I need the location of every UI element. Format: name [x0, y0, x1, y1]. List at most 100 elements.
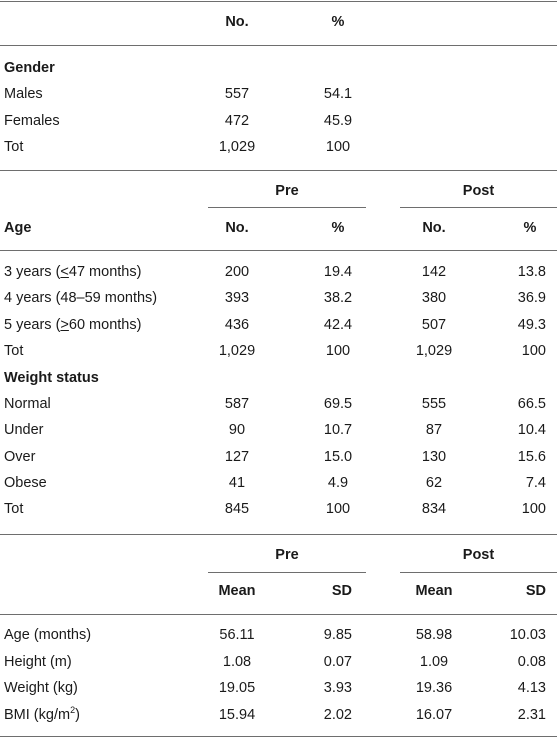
cell-pre-sd: 2.02 [323, 706, 352, 723]
cell-pre-mean: 19.05 [218, 680, 256, 696]
rule-header3-bottom [0, 614, 557, 615]
column-header-post-pct: % [523, 220, 537, 236]
cell-no: 1,029 [218, 139, 256, 155]
cell-pre-no: 90 [228, 422, 246, 439]
row-label: 5 years (>60 months) [4, 316, 142, 333]
row-label: Under [4, 422, 44, 439]
cell-pre-no: 845 [224, 501, 250, 518]
cell-pre-pct: 69.5 [323, 396, 353, 412]
cell-post-pct: 100 [521, 501, 546, 518]
row-label: Obese [4, 474, 47, 491]
group-header-post: Post [462, 183, 495, 199]
rule-header2-bottom [0, 250, 557, 251]
column-header-pct: % [331, 14, 345, 30]
rule-top [0, 1, 557, 2]
rule-section1-bottom [0, 170, 557, 171]
row-label: 4 years (48–59 months) [4, 290, 158, 307]
cell-post-no: 87 [425, 422, 443, 439]
cell-no: 472 [224, 112, 250, 129]
row-label: Males [4, 86, 43, 102]
cell-pre-sd: 3.93 [323, 680, 352, 696]
table-row: Normal 587 69.5 555 66.5 [0, 395, 557, 413]
cell-post-sd: 0.08 [517, 653, 546, 670]
cell-pre-no: 1,029 [218, 342, 256, 359]
cell-pct: 100 [325, 139, 351, 155]
cell-pre-pct: 19.4 [323, 264, 353, 280]
cell-post-mean: 19.36 [415, 680, 453, 696]
rule-section2-bottom [0, 534, 557, 535]
group-label-age: Age [4, 220, 32, 236]
cell-post-mean: 58.98 [415, 627, 453, 643]
table-row: Females 472 45.9 [0, 112, 557, 130]
cell-pre-pct: 42.4 [323, 316, 353, 333]
table-row: 5 years (>60 months) 436 42.4 507 49.3 [0, 316, 557, 334]
cell-post-pct: 66.5 [517, 396, 546, 412]
table-row: Tot 1,029 100 [0, 138, 557, 156]
cell-pre-pct: 100 [325, 342, 351, 359]
cell-pre-pct: 38.2 [323, 290, 353, 307]
cell-pre-mean: 56.11 [219, 627, 255, 643]
column-header-post-sd: SD [525, 583, 546, 599]
group-label-gender: Gender [4, 60, 55, 76]
cell-post-pct: 36.9 [517, 290, 546, 307]
table-row: Tot 845 100 834 100 [0, 500, 557, 518]
group-label-weight-status: Weight status [4, 370, 99, 386]
cell-post-mean: 16.07 [415, 706, 453, 723]
cell-post-pct: 10.4 [517, 422, 546, 439]
header-row: No. % [0, 13, 557, 31]
cell-pre-pct: 10.7 [323, 422, 353, 439]
table-row: 3 years (<47 months) 200 19.4 142 13.8 [0, 263, 557, 281]
table-row: BMI (kg/m2) 15.94 2.02 16.07 2.31 [0, 704, 557, 724]
cell-post-pct: 15.6 [517, 448, 546, 465]
cell-post-pct: 13.8 [517, 264, 546, 280]
row-label: Weight (kg) [4, 680, 78, 696]
cell-post-no: 142 [421, 264, 447, 280]
cell-pre-pct: 4.9 [327, 474, 349, 491]
rule-post-span [400, 207, 557, 208]
cell-no: 557 [224, 86, 250, 102]
cell-pre-no: 41 [228, 474, 246, 491]
cell-pre-no: 200 [224, 264, 250, 280]
column-header-post-no: No. [422, 220, 446, 236]
table-row: Weight (kg) 19.05 3.93 19.36 4.13 [0, 679, 557, 697]
cell-pre-no: 587 [224, 396, 250, 412]
row-label: 3 years (<47 months) [4, 264, 142, 280]
cell-pct: 45.9 [323, 112, 353, 129]
table-row: 4 years (48–59 months) 393 38.2 380 36.9 [0, 289, 557, 307]
row-label: Age (months) [4, 627, 92, 643]
table-row: Tot 1,029 100 1,029 100 [0, 342, 557, 360]
cell-post-sd: 10.03 [509, 627, 546, 643]
column-header-no: No. [225, 14, 249, 30]
row-label: Over [4, 448, 36, 465]
cell-post-no: 380 [421, 290, 447, 307]
cell-post-sd: 2.31 [517, 706, 546, 723]
row-label: BMI (kg/m2) [4, 704, 80, 723]
cell-post-no: 62 [425, 474, 443, 491]
column-header-post-mean: Mean [415, 583, 453, 599]
cell-post-no: 507 [421, 316, 447, 333]
cell-pre-pct: 15.0 [323, 448, 353, 465]
cell-pre-pct: 100 [325, 501, 351, 518]
cell-pre-sd: 0.07 [323, 653, 352, 670]
table-row: Over 127 15.0 130 15.6 [0, 448, 557, 466]
row-label: Tot [4, 342, 24, 359]
table-row: Obese 41 4.9 62 7.4 [0, 474, 557, 492]
rule-header1-bottom [0, 45, 557, 46]
group-header-post: Post [462, 547, 495, 563]
column-header-pre-pct: % [331, 220, 345, 236]
cell-post-no: 130 [421, 448, 447, 465]
cell-post-mean: 1.09 [419, 653, 449, 670]
table-row: Males 557 54.1 [0, 85, 557, 103]
cell-pre-no: 436 [224, 316, 250, 333]
cell-post-pct: 7.4 [525, 474, 546, 491]
row-label: Height (m) [4, 653, 72, 670]
group-header-pre: Pre [275, 547, 299, 563]
table-row: Height (m) 1.08 0.07 1.09 0.08 [0, 653, 557, 671]
cell-post-sd: 4.13 [517, 680, 546, 696]
table-row: Age (months) 56.11 9.85 58.98 10.03 [0, 626, 557, 644]
cell-pre-sd: 9.85 [323, 627, 352, 643]
group-header-pre: Pre [275, 183, 299, 199]
rule-pre-span [208, 207, 366, 208]
cell-pct: 54.1 [323, 86, 353, 102]
column-header-pre-sd: SD [331, 583, 352, 599]
